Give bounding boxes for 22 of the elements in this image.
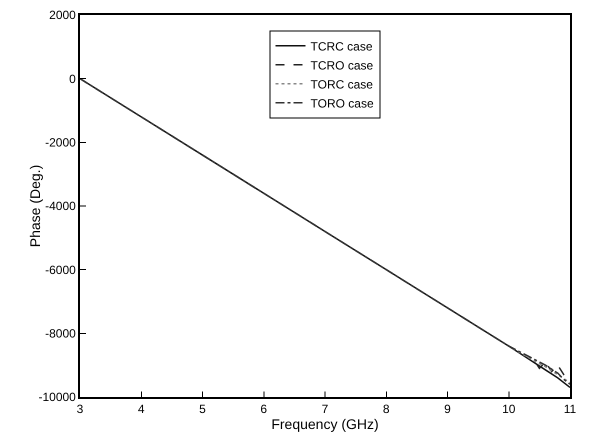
y-axis-title: Phase (Deg.) (27, 164, 44, 248)
y-tick-label: -2000 (45, 136, 76, 150)
y-tick-label: -8000 (45, 326, 76, 341)
y-tick-label: -6000 (45, 262, 76, 277)
y-tick-label: 2000 (49, 8, 76, 22)
x-tick-label: 4 (138, 402, 145, 416)
legend-label: TORC case (310, 77, 374, 92)
y-tick-label: -10000 (38, 390, 76, 404)
x-tick-label: 5 (199, 402, 206, 416)
y-tick-label: 0 (69, 72, 76, 86)
legend-label: TCRO case (310, 58, 374, 72)
x-tick-label: 3 (76, 402, 84, 416)
legend-label: TCRC case (310, 39, 373, 54)
x-tick-label: 11 (564, 402, 577, 416)
x-tick-label: 10 (502, 402, 516, 416)
x-tick-label: 6 (260, 402, 268, 416)
x-tick-label: 8 (382, 402, 390, 416)
y-tick-label: -4000 (45, 199, 76, 214)
x-axis-title: Frequency (GHz) (271, 416, 379, 432)
legend-label: TORO case (310, 96, 374, 110)
x-tick-label: 9 (444, 402, 452, 416)
x-tick-label: 7 (322, 402, 329, 416)
